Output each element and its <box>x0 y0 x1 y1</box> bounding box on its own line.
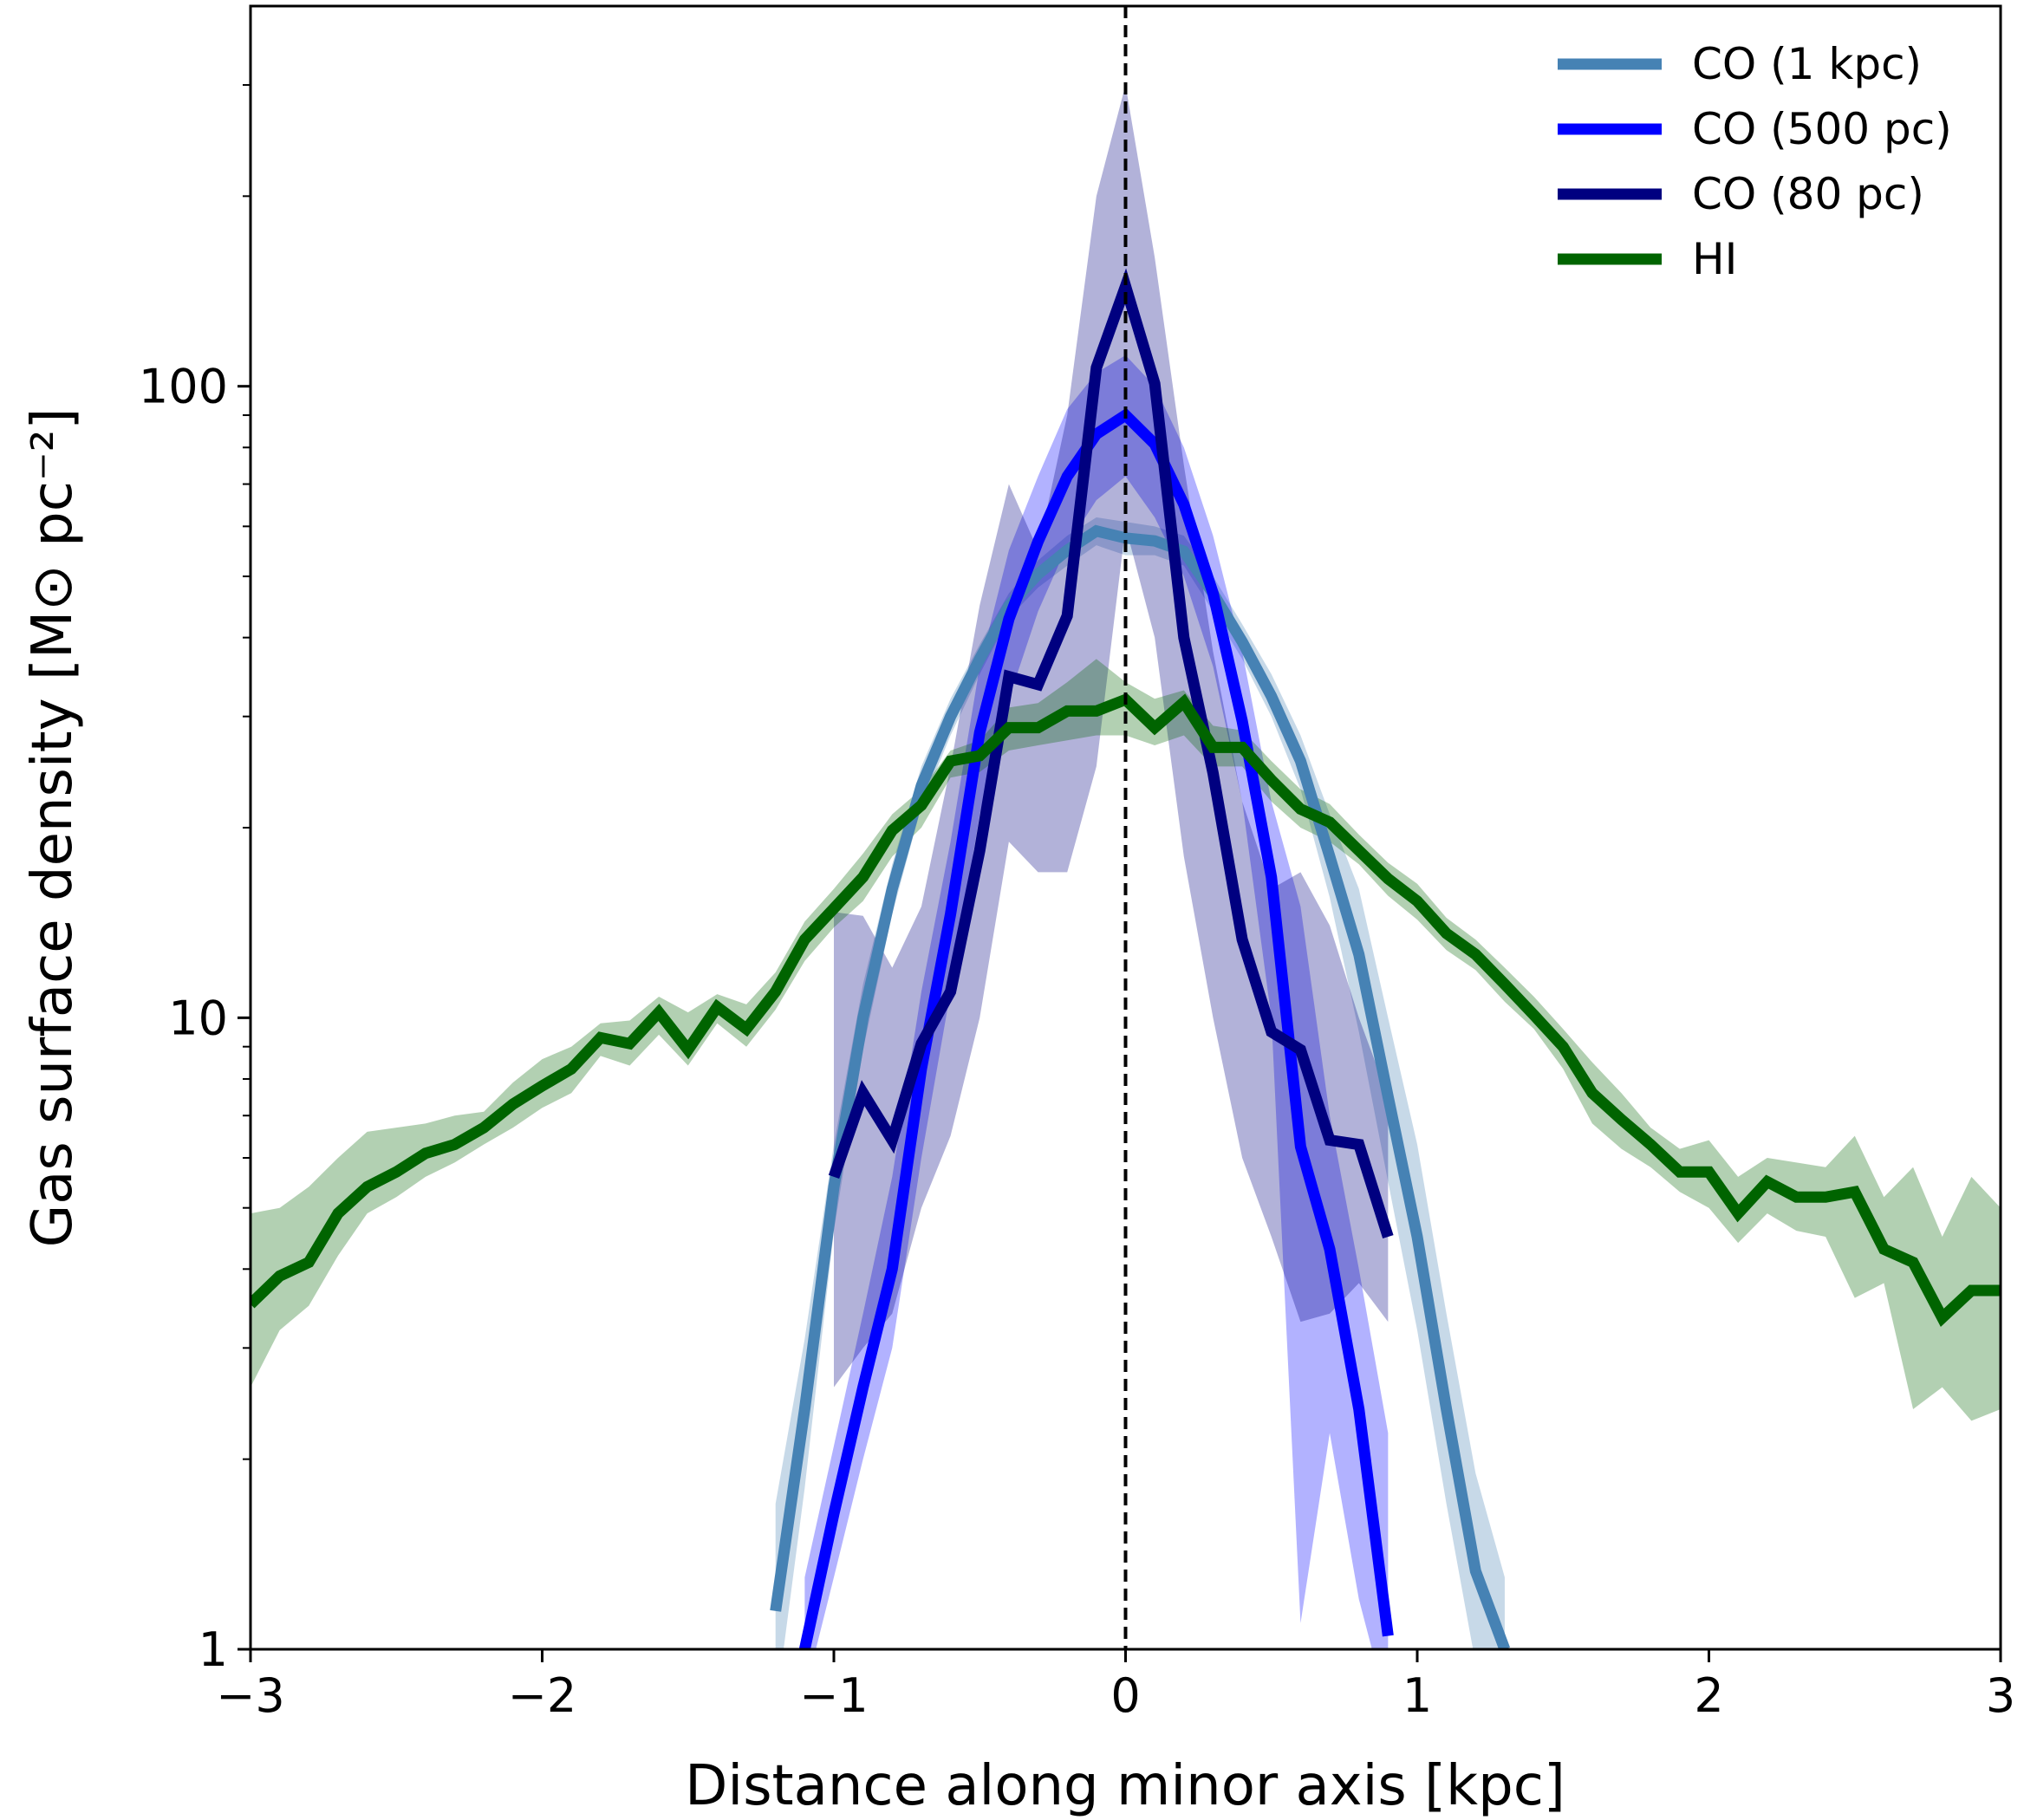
legend-label: CO (500 pc) <box>1692 104 1952 154</box>
legend-label: HI <box>1692 234 1737 284</box>
data-line <box>770 524 1511 1649</box>
legend-label: CO (1 kpc) <box>1692 39 1922 89</box>
y-axis-label: Gas surface density [M⊙ pc⁻²] <box>21 408 85 1248</box>
plot-area <box>251 85 2001 1649</box>
x-tick-label: 0 <box>1110 1668 1140 1723</box>
error-band <box>834 85 1389 1388</box>
x-tick-label: −2 <box>508 1668 577 1723</box>
error-band <box>804 354 1389 1649</box>
x-tick-label: 1 <box>1402 1668 1432 1723</box>
error-band <box>775 517 1505 1649</box>
y-tick-label: 1 <box>198 1622 228 1677</box>
data-line <box>828 268 1394 1238</box>
legend-label: CO (80 pc) <box>1692 169 1924 219</box>
y-tick-label: 100 <box>139 360 228 414</box>
y-tick-label: 10 <box>168 991 228 1045</box>
x-tick-label: −3 <box>216 1668 285 1723</box>
data-line <box>798 407 1394 1649</box>
x-tick-label: 2 <box>1694 1668 1723 1723</box>
x-tick-label: −1 <box>799 1668 869 1723</box>
x-axis-label: Distance along minor axis [kpc] <box>685 1754 1565 1818</box>
x-tick-label: 3 <box>1986 1668 2015 1723</box>
